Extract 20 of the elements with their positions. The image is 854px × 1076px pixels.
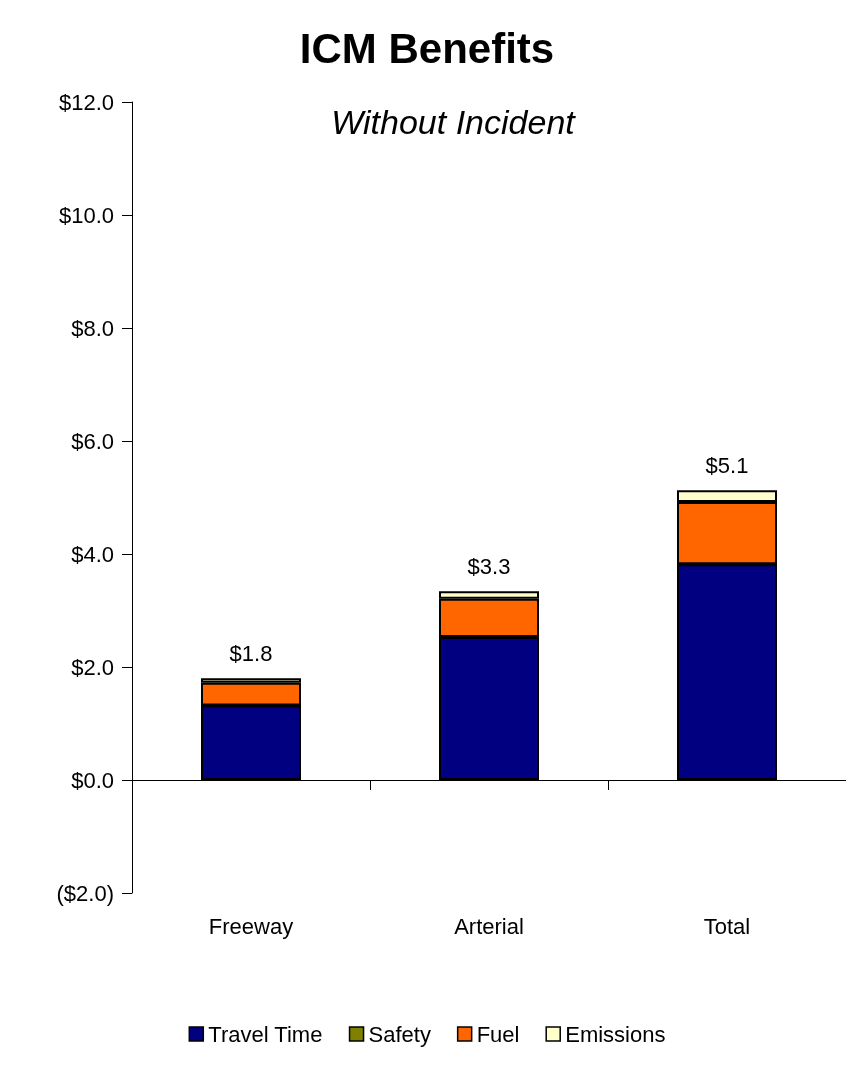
x-tick-label: Arterial — [454, 913, 524, 939]
y-tick-label: $0.0 — [71, 767, 114, 793]
x-tick-label: Freeway — [208, 913, 294, 939]
x-tick-label: Total — [703, 913, 751, 939]
total-label: $3.3 — [467, 553, 511, 579]
y-tick-label: $2.0 — [71, 654, 114, 680]
legend-label: Travel Time — [208, 1021, 323, 1047]
y-tick-label: $10.0 — [58, 202, 114, 228]
legend-label: Fuel — [476, 1021, 520, 1047]
legend-label: Safety — [368, 1021, 431, 1047]
y-tick-label: ($2.0) — [56, 880, 114, 906]
total-label: $5.1 — [705, 452, 749, 478]
chart-title: ICM Benefits — [299, 24, 555, 72]
y-tick-label: $4.0 — [71, 541, 114, 567]
chart-subtitle: Without Incident — [331, 103, 577, 141]
y-tick-label: $8.0 — [71, 315, 114, 341]
legend-label: Emissions — [565, 1021, 666, 1047]
total-label: $1.8 — [229, 640, 273, 666]
y-tick-label: $12.0 — [58, 89, 114, 115]
y-tick-label: $6.0 — [71, 428, 114, 454]
